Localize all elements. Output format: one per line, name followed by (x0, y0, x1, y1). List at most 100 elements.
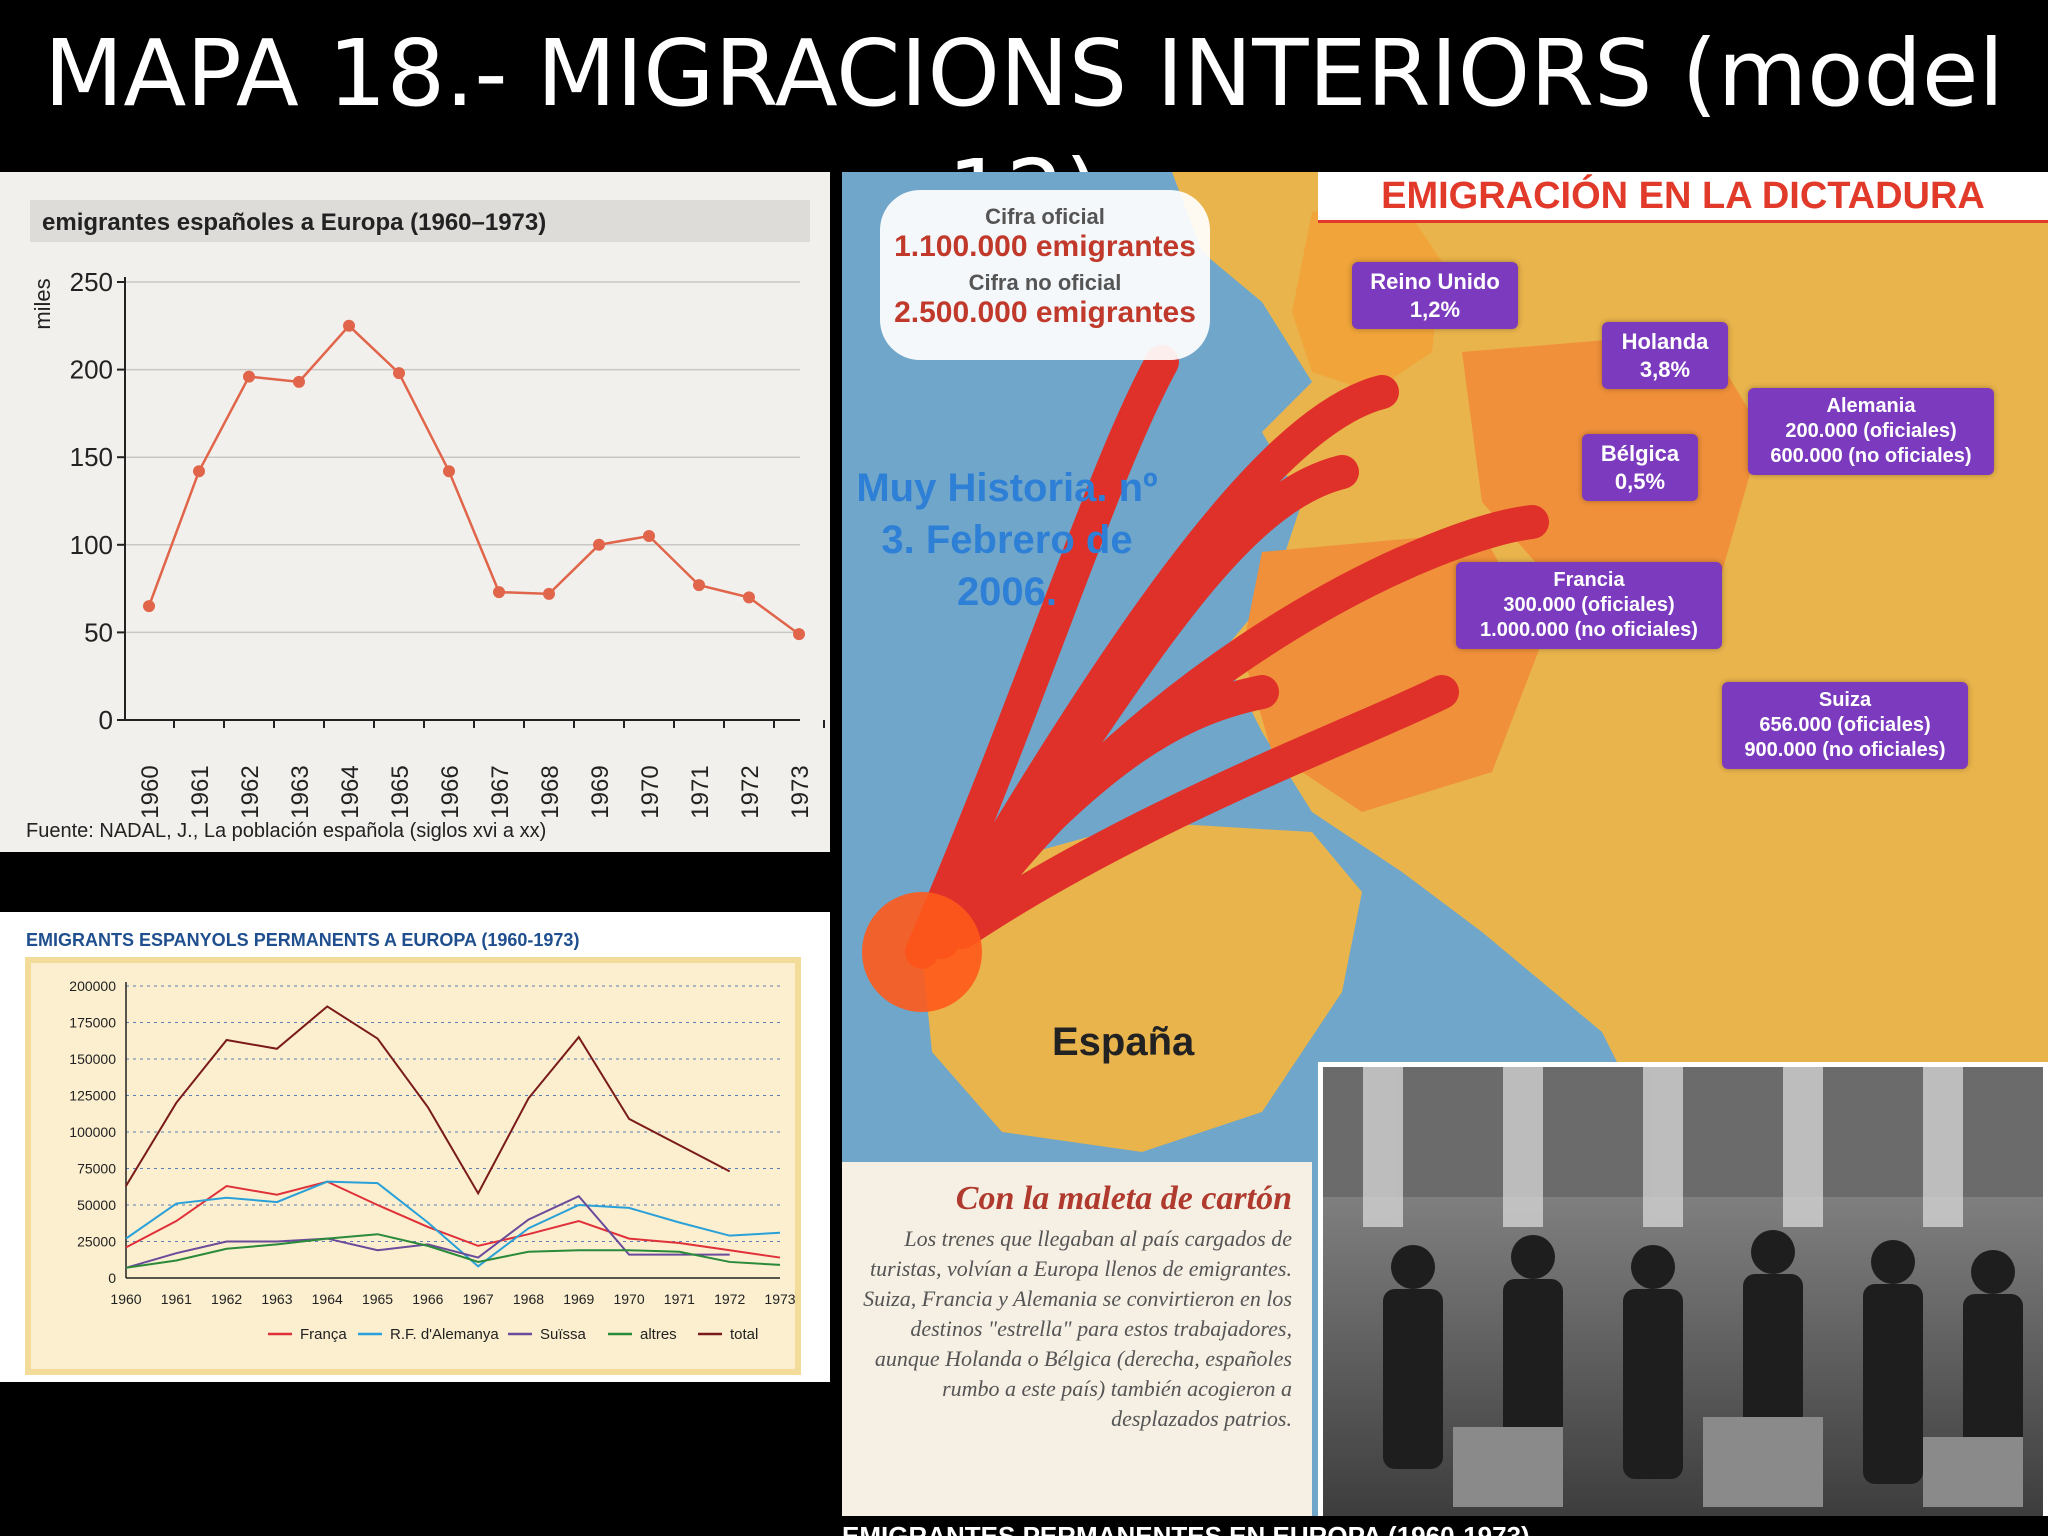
box-detail: 0,5% (1614, 468, 1666, 494)
chart2-legend-label: total (730, 1326, 758, 1343)
chart1-title: emigrantes españoles a Europa (1960–1973… (42, 209, 546, 236)
chart1-ytick-label: 0 (99, 705, 113, 735)
chart1-point (693, 579, 705, 592)
chart1-point (543, 587, 555, 600)
chart-emigrantes-europa: emigrantes españoles a Europa (1960–1973… (0, 172, 830, 852)
chart1-xtick-label: 1965 (387, 765, 414, 818)
chart2-ytick-label: 100000 (69, 1124, 116, 1140)
cifra-oficial-label: Cifra oficial (985, 204, 1105, 229)
caption: Con la maleta de cartón Los trenes que l… (842, 1162, 1312, 1536)
chart1-xtick-label: 1969 (587, 765, 614, 818)
chart2-legend-label: R.F. d'Alemanya (390, 1326, 499, 1343)
chart2-ytick-label: 50000 (77, 1197, 116, 1213)
arrow-francia (925, 675, 1279, 949)
chart1-xtick-label: 1960 (137, 765, 164, 818)
cifra-no-oficial-label: Cifra no oficial (968, 270, 1122, 295)
chart2-xtick-label: 1964 (312, 1291, 343, 1307)
cifra-oficial-value: 1.100.000 emigrantes (894, 230, 1196, 263)
caption-text: Los trenes que llegaban al país cargados… (863, 1226, 1292, 1431)
chart1-ytick-label: 100 (70, 530, 113, 560)
box-detail: 3,8% (1639, 356, 1691, 382)
source-note: Muy Historia. nº 3. Febrero de 2006. (856, 466, 1158, 614)
chart2-xtick-label: 1960 (110, 1291, 141, 1307)
chart-emigrants-permanents: EMIGRANTS ESPANYOLS PERMANENTS A EUROPA … (0, 912, 830, 1382)
chart1-ytick-label: 200 (70, 355, 113, 385)
chart1-point (743, 591, 755, 604)
chart2-xtick-label: 1973 (764, 1291, 795, 1307)
chart1-xtick-label: 1964 (337, 765, 364, 818)
chart2-xtick-label: 1961 (161, 1291, 192, 1307)
chart2-series-line (125, 1005, 731, 1196)
chart1-ytick-label: 50 (84, 617, 113, 647)
chart2-title: EMIGRANTS ESPANYOLS PERMANENTS A EUROPA … (26, 930, 579, 950)
chart2-xtick-label: 1963 (261, 1291, 292, 1307)
cifra-no-oficial-value: 2.500.000 emigrantes (894, 296, 1196, 329)
chart1-point (793, 628, 805, 641)
chart2-ytick-label: 25000 (77, 1234, 116, 1250)
origin-label: España (1052, 1020, 1195, 1064)
chart2-series-line (125, 1233, 781, 1269)
chart1-xtick-label: 1967 (487, 765, 514, 818)
cifra-box: Cifra oficial 1.100.000 emigrantes Cifra… (880, 190, 1210, 360)
chart2-ytick-label: 175000 (69, 1015, 116, 1031)
chart2-xtick-label: 1970 (613, 1291, 644, 1307)
arrow-uk (905, 345, 1179, 969)
chart2-ytick-label: 75000 (77, 1161, 116, 1177)
box-name: Suiza (1818, 689, 1872, 711)
box-detail: 300.000 (oficiales) 1.000.000 (no oficia… (1480, 594, 1698, 641)
chart2-series-line (125, 1180, 781, 1268)
chart1-xtick-label: 1966 (437, 765, 464, 818)
chart2-legend-label: Suïssa (540, 1326, 587, 1343)
migration-arrows (905, 345, 1549, 969)
chart1-xtick-label: 1968 (537, 765, 564, 818)
chart1-xtick-label: 1962 (237, 765, 264, 818)
box-suiza: Suiza 656.000 (oficiales) 900.000 (no of… (1722, 682, 1968, 769)
chart2-frame (25, 957, 801, 1375)
box-name: Francia (1553, 569, 1625, 591)
box-detail: 656.000 (oficiales) 900.000 (no oficiale… (1744, 714, 1946, 761)
map-title: EMIGRACIÓN EN LA DICTADURA (1318, 172, 2048, 223)
chart1-point (143, 600, 155, 613)
origin-marker (862, 892, 982, 1012)
chart2-svg: EMIGRANTS ESPANYOLS PERMANENTS A EUROPA … (25, 930, 801, 1375)
box-francia: Francia 300.000 (oficiales) 1.000.000 (n… (1456, 562, 1722, 649)
box-holanda: Holanda 3,8% (1602, 322, 1728, 389)
chart1-point (343, 319, 355, 332)
box-name: Holanda (1621, 329, 1709, 354)
chart1-point (593, 538, 605, 551)
chart2-ytick-label: 150000 (69, 1051, 116, 1067)
chart1-xtick-label: 1963 (287, 765, 314, 818)
box-reino-unido: Reino Unido 1,2% (1352, 262, 1518, 329)
chart1-xtick-label: 1973 (787, 765, 814, 818)
chart1-point (393, 367, 405, 380)
chart2-xtick-label: 1966 (412, 1291, 443, 1307)
chart2-series-line (125, 1180, 781, 1259)
chart1-series-line (147, 324, 800, 636)
photo-figures (1323, 1067, 2043, 1507)
chart2-series-line (125, 1195, 730, 1269)
chart2-xtick-label: 1968 (513, 1291, 544, 1307)
chart1-xtick-label: 1970 (637, 765, 664, 818)
chart1-xtick-label: 1961 (187, 765, 214, 818)
chart1-point (643, 530, 655, 543)
chart2-xtick-label: 1972 (714, 1291, 745, 1307)
chart1-xtick-label: 1971 (687, 765, 714, 818)
arrow-suiza (945, 675, 1459, 949)
chart1-ytick-label: 250 (70, 267, 113, 297)
box-alemania: Alemania 200.000 (oficiales) 600.000 (no… (1748, 388, 1994, 475)
chart2-legend-label: França (300, 1326, 347, 1343)
chart2-xtick-label: 1967 (463, 1291, 494, 1307)
emigrants-photo (1318, 1062, 2048, 1536)
chart1-source: Fuente: NADAL, J., La población española… (26, 820, 546, 842)
chart1-point (493, 586, 505, 599)
chart1-title-bar (30, 200, 810, 242)
chart2-ytick-label: 200000 (69, 978, 116, 994)
box-detail: 1,2% (1409, 296, 1461, 322)
box-name: Alemania (1826, 395, 1916, 417)
chart1-point (443, 465, 455, 478)
chart1-point (193, 465, 205, 478)
box-name: Reino Unido (1370, 269, 1500, 294)
chart2-xtick-label: 1969 (563, 1291, 594, 1307)
chart2-ytick-label: 125000 (69, 1088, 116, 1104)
chart1-svg: emigrantes españoles a Europa (1960–1973… (26, 200, 825, 842)
